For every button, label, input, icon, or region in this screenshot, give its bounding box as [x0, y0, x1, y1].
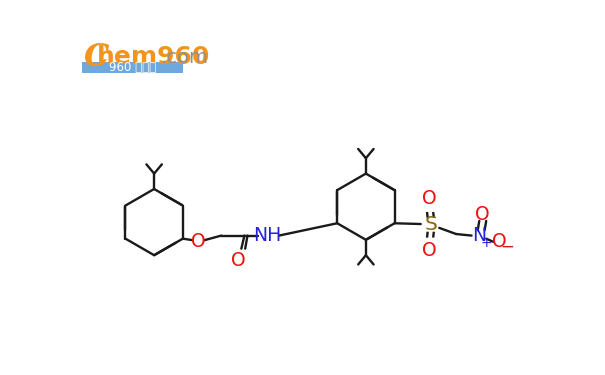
Text: 960 化工网: 960 化工网 — [109, 61, 156, 74]
Text: +: + — [480, 236, 492, 249]
Text: O: O — [191, 232, 206, 251]
Text: NH: NH — [253, 226, 282, 245]
Text: N: N — [472, 226, 486, 245]
Text: hem960: hem960 — [96, 45, 210, 69]
FancyBboxPatch shape — [82, 62, 183, 73]
Text: S: S — [425, 215, 438, 234]
Text: .com: .com — [161, 48, 209, 67]
Text: −: − — [500, 237, 514, 255]
Text: O: O — [231, 251, 246, 270]
Text: O: O — [475, 204, 489, 224]
Text: C: C — [83, 42, 109, 73]
Text: O: O — [492, 232, 506, 251]
Text: O: O — [422, 242, 437, 261]
Text: O: O — [422, 189, 437, 208]
